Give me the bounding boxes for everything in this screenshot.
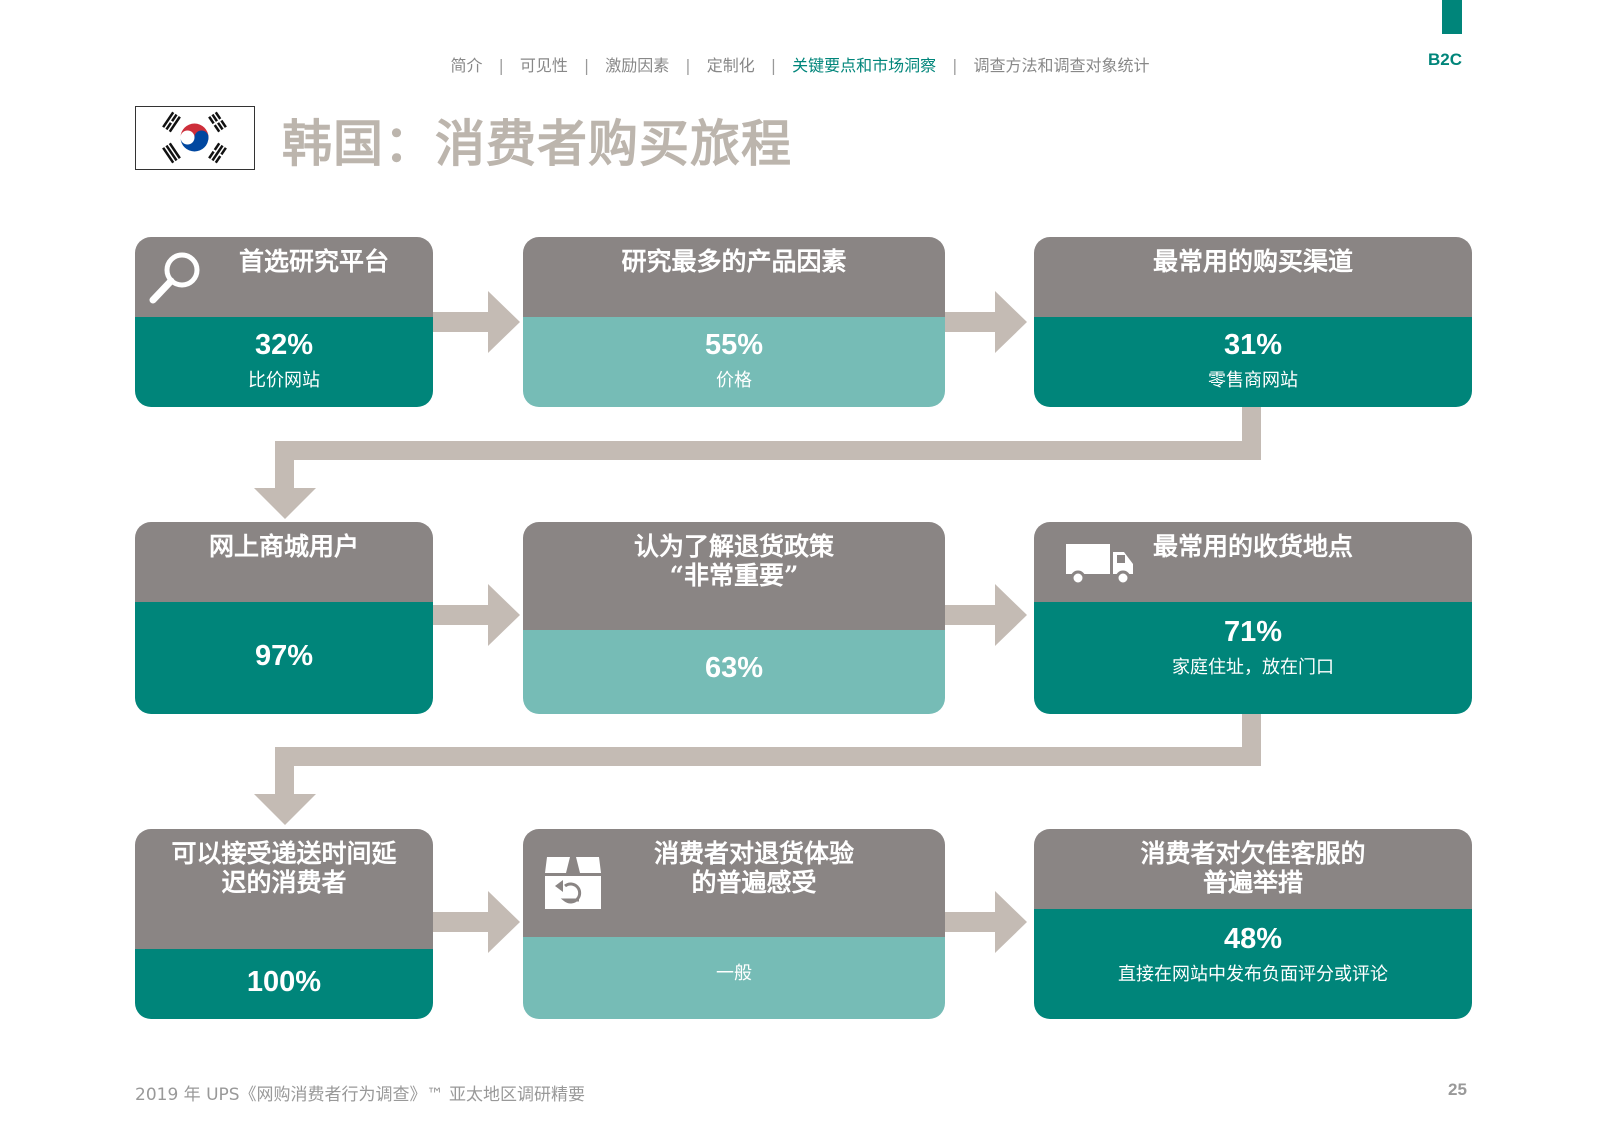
nav-separator: | — [685, 56, 691, 75]
connector-down — [275, 747, 294, 797]
card-title-line: 迟的消费者 — [221, 868, 347, 897]
nav-item-intro[interactable]: 简介 — [450, 56, 483, 75]
nav-separator: | — [770, 56, 777, 75]
return-box-icon — [545, 857, 601, 909]
card-title-line: 的普遍感受 — [691, 868, 817, 897]
card-value: 31% — [1223, 329, 1283, 361]
card-subtext: 家庭住址，放在门口 — [1172, 657, 1334, 678]
connector-horizontal — [275, 441, 1261, 460]
nav-separator: | — [498, 56, 504, 75]
card-value: 48% — [1223, 923, 1283, 955]
nav-item-key-insights[interactable]: 关键要点和市场洞察 — [792, 56, 937, 75]
arrow-down-icon — [254, 488, 316, 519]
arrow-shaft — [430, 912, 490, 932]
connector-down — [275, 441, 294, 491]
card-subtext: 比价网站 — [248, 370, 320, 391]
nav-item-customization[interactable]: 定制化 — [706, 56, 755, 75]
arrow-shaft — [937, 312, 997, 332]
korea-flag-icon — [135, 106, 255, 170]
card-title: 网上商城用户 — [208, 532, 359, 561]
arrow-shaft — [430, 605, 490, 625]
arrow-right-icon — [995, 584, 1027, 646]
delivery-truck-icon — [1066, 544, 1133, 586]
card-title-line: “非常重要” — [669, 561, 799, 590]
card-title: 最常用的收货地点 — [1152, 532, 1353, 561]
top-navigation: 简介 | 可见性 | 激励因素 | 定制化 | 关键要点和市场洞察 | 调查方法和调查对象统计 — [0, 52, 1600, 76]
footer-source: 2019 年 UPS《网购消费者行为调查》™ 亚太地区调研精要 — [135, 1085, 585, 1105]
arrow-down-icon — [254, 794, 316, 825]
arrow-right-icon — [488, 584, 520, 646]
arrow-right-icon — [488, 891, 520, 953]
arrow-right-icon — [488, 291, 520, 353]
card-subtext: 价格 — [716, 370, 752, 391]
card-value: 71% — [1223, 616, 1283, 648]
card-value: 55% — [704, 329, 764, 361]
card-title-line: 认为了解退货政策 — [633, 532, 834, 561]
card-return-policy: 认为了解退货政策 “非常重要” 63% — [523, 522, 945, 714]
card-title: 研究最多的产品因素 — [621, 247, 847, 276]
arrow-shaft — [937, 605, 997, 625]
card-return-experience: 消费者对退货体验 的普遍感受 一般 — [523, 829, 945, 1019]
card-poor-service-action: 消费者对欠佳客服的 普遍举措 48% 直接在网站中发布负面评分或评论 — [1034, 829, 1472, 1019]
card-value: 63% — [704, 652, 764, 684]
arrow-shaft — [430, 312, 490, 332]
card-value: 97% — [254, 640, 314, 672]
page-number: 25 — [1448, 1080, 1467, 1099]
page-title: 韩国：消费者购买旅程 — [282, 115, 792, 173]
card-purchase-channel: 最常用的购买渠道 31% 零售商网站 — [1034, 237, 1472, 407]
card-title: 首选研究平台 — [238, 247, 389, 276]
card-research-platform: 首选研究平台 32% 比价网站 — [135, 237, 433, 407]
card-title-line: 可以接受递送时间延 — [171, 839, 397, 868]
card-value: 32% — [254, 329, 314, 361]
arrow-right-icon — [995, 891, 1027, 953]
card-marketplace-users: 网上商城用户 97% — [135, 522, 433, 714]
connector-horizontal — [275, 747, 1261, 766]
nav-item-visibility[interactable]: 可见性 — [519, 56, 568, 75]
card-subtext: 零售商网站 — [1208, 370, 1298, 391]
card-value: 100% — [246, 966, 322, 998]
nav-item-methodology[interactable]: 调查方法和调查对象统计 — [973, 56, 1150, 75]
card-product-factor: 研究最多的产品因素 55% 价格 — [523, 237, 945, 407]
card-delivery-location: 最常用的收货地点 71% 家庭住址，放在门口 — [1034, 522, 1472, 714]
card-title-line: 消费者对欠佳客服的 — [1140, 839, 1366, 868]
card-title-line: 消费者对退货体验 — [653, 839, 854, 868]
magnifier-icon — [149, 252, 200, 304]
nav-separator: | — [952, 56, 958, 75]
card-subtext: 一般 — [716, 963, 752, 984]
arrow-right-icon — [995, 291, 1027, 353]
arrow-shaft — [937, 912, 997, 932]
nav-separator: | — [583, 56, 590, 75]
card-title: 最常用的购买渠道 — [1152, 247, 1353, 276]
nav-item-motivators[interactable]: 激励因素 — [605, 56, 670, 75]
corner-accent-bar — [1442, 0, 1462, 34]
card-title-line: 普遍举措 — [1202, 868, 1303, 897]
card-subtext: 直接在网站中发布负面评分或评论 — [1118, 964, 1388, 985]
section-badge: B2C — [1428, 50, 1463, 69]
card-delay-acceptance: 可以接受递送时间延 迟的消费者 100% — [135, 829, 433, 1019]
